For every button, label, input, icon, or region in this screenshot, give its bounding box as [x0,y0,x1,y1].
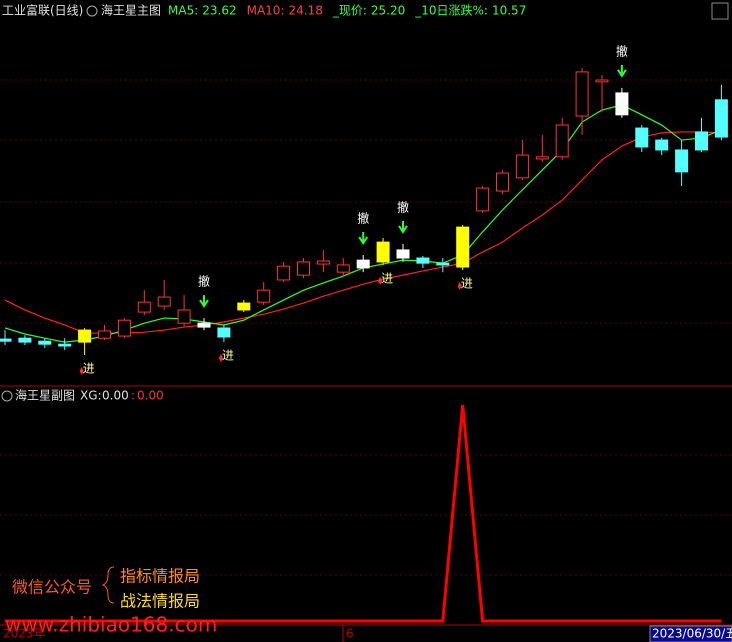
candle-body [78,329,92,343]
header-value: 24.18 [288,4,322,18]
candle-body [555,124,569,158]
xg-line [5,404,722,623]
grid [0,79,732,576]
candle-body [58,343,72,347]
candle-body [695,131,708,151]
sub-label: XG: [80,389,102,403]
candle-body [515,154,529,179]
exit-signal: 撤 [616,43,628,58]
candle-body [98,330,111,339]
watermark-line2: 战法情报局 [120,592,200,611]
candle-body [376,241,390,263]
candle-body [635,127,649,148]
header-items: MA5: 23.62 MA10: 24.18 _现价: 25.20 _10日涨跌%: 10.5… [168,3,526,18]
candle-body [535,156,549,160]
exit-arrow [617,64,627,78]
candle-body [197,322,211,328]
candle-body [714,99,728,138]
candle-body [316,260,330,265]
x-date: 2023/06/30/五 [652,627,732,641]
candle-body [416,257,430,264]
sub-value: 0.00 [102,389,129,403]
indicator-name: 海王星主图 [101,3,161,18]
candle-body [18,337,32,343]
candle-body [575,71,589,117]
candle-body [436,262,450,266]
entry-signal: 进 [83,362,95,376]
entry-signal: 进 [381,271,393,285]
candle-body [595,79,609,83]
exit-signal: 撤 [198,274,210,289]
entry-arrow [378,276,383,285]
entry-arrow [457,282,462,291]
gear-icon[interactable] [1,390,13,402]
header-value: 23.62 [202,4,236,18]
candle-body [0,338,12,342]
exit-signal: 撤 [397,199,409,214]
sub-sep: : [131,389,135,403]
entry-signal: 进 [222,349,234,363]
sub-indicator-name: 海王星副图 [15,388,75,403]
close-button[interactable] [711,2,729,20]
candle-body [496,172,509,192]
candle-body [396,249,410,259]
entry-arrow [79,367,84,375]
entry-signal: 进 [461,277,473,291]
exit-arrow [199,295,209,308]
candle-body [356,259,370,269]
watermark-line1: 指标情报局 [120,567,200,586]
candle-body [655,139,669,151]
candle-body [476,187,490,212]
x-month: 6 [346,627,354,641]
candle-body [257,289,271,303]
header-label: _现价: [332,4,367,18]
exit-signal: 撤 [357,211,369,226]
header-label: MA10: [247,4,285,18]
header-label: MA5: [168,4,198,18]
candle-body [456,226,470,268]
gear-icon[interactable] [86,5,98,17]
candle-body [38,340,52,345]
brace [101,566,115,604]
sub-value2: 0.00 [137,389,164,403]
candle-body [117,319,131,337]
header-label: _10日涨跌%: [414,3,488,18]
candle-body [336,264,350,273]
header-value: 10.57 [492,4,526,18]
candle-body [137,301,151,313]
entry-arrow [218,354,223,363]
candle-body [277,265,291,281]
candle-body [217,327,231,338]
watermark-url: www.zhibiao168.com [5,613,217,637]
candle-body [237,302,251,311]
watermark-source: 微信公众号 [12,578,92,597]
exit-arrow [398,220,408,234]
x-year: 2023年 [3,627,46,641]
candle-body [615,92,629,116]
candle-body [177,309,191,324]
candle-body [675,149,689,173]
candle-body [297,261,310,276]
date-box [649,625,732,642]
candle-body [157,296,171,307]
exit-arrow [358,232,369,245]
header-value: 25.20 [371,4,405,18]
stock-name: 工业富联(日线) [2,3,83,18]
